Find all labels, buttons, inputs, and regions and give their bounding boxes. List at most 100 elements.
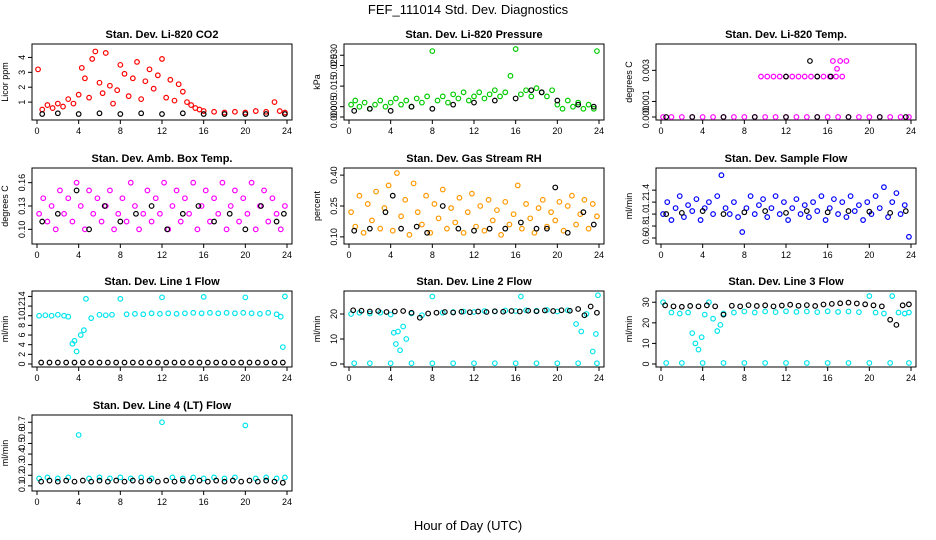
data-point [200,108,207,114]
data-point [670,303,677,310]
data-point [820,73,827,80]
data-point [279,344,286,351]
y-tick-label: 20 [329,309,339,319]
y-tick-label: 6 [17,333,27,338]
x-tick-label: 4 [700,250,705,260]
data-point [519,225,525,232]
data-point [770,73,777,80]
data-point [789,205,796,211]
data-point [117,218,124,225]
data-point [564,229,571,236]
x-tick-label: 8 [430,373,435,383]
data-point [424,93,431,100]
data-point [382,103,389,110]
x-tick-label: 12 [781,373,791,383]
data-point [471,360,477,367]
data-point [198,310,205,317]
data-point [533,360,540,367]
data-point [851,208,858,214]
data-point [570,103,576,110]
data-point [881,184,887,191]
data-point [164,226,171,233]
data-point [54,359,61,366]
data-point [271,99,278,106]
data-point [77,332,84,338]
data-point [460,89,467,96]
series-primary [36,179,288,233]
data-point [159,111,165,117]
data-point [196,477,203,484]
data-point [391,308,398,315]
data-point [257,310,263,317]
data-point [837,58,844,64]
y-tick-label: 0.16 [17,174,27,192]
x-tick-label: 16 [823,126,833,136]
data-point [807,58,813,64]
data-point [273,311,280,318]
data-point [497,93,503,100]
data-point [554,97,561,104]
data-point [660,114,666,120]
data-point [685,309,691,316]
data-point [75,432,82,438]
data-point [687,303,694,309]
data-point [427,229,434,236]
data-point [872,309,879,316]
data-point [86,187,92,194]
series-primary [660,172,912,240]
data-point [785,217,791,223]
data-point [111,226,117,233]
panel-3: Stan. Dev. Li-820 Temp. degrees C 0 4 8 12 16 2… [624,29,917,136]
series-black [351,184,597,236]
data-point [182,195,188,202]
data-point [42,312,49,319]
data-point [751,211,758,217]
data-point [797,211,804,217]
data-point [154,359,161,366]
data-point [818,193,825,200]
y-tick-label: 8 [17,323,27,328]
data-point [351,360,358,367]
x-tick-label: 0 [658,126,663,136]
data-point [136,226,142,233]
data-point [361,99,368,106]
data-point [271,359,278,366]
data-point [254,359,261,366]
series-primary [660,293,912,366]
data-point [215,310,222,317]
y-axis-label: kPa [312,74,322,90]
x-tick-label: 12 [157,250,167,260]
data-point [419,221,425,228]
data-point [745,302,752,309]
data-point [413,223,420,230]
y-tick-label: 2 [17,85,27,90]
y-tick-label: 0.030 [329,44,339,67]
data-point [159,56,165,62]
data-point [491,360,498,367]
data-point [772,309,779,316]
y-tick-label: 3 [17,70,27,75]
data-point [171,478,178,485]
data-point [872,193,879,200]
data-point [96,110,103,117]
data-point [277,226,284,233]
figure-title: FEF_111014 Std. Dev. Diagnostics [368,2,569,17]
x-tick-label: 8 [118,497,123,507]
data-point [101,203,108,209]
data-point [104,478,111,485]
x-tick-label: 20 [552,373,562,383]
x-tick-label: 12 [781,250,791,260]
data-point [54,475,61,482]
data-point [387,99,394,106]
data-point [772,193,779,200]
data-point [498,231,504,238]
data-point [739,229,746,235]
data-point [580,209,587,216]
x-tick-label: 16 [823,373,833,383]
data-point [889,199,896,206]
data-point [878,303,885,310]
data-point [516,308,523,315]
data-point [144,187,151,194]
y-tick-label: 0.001 [641,90,651,113]
